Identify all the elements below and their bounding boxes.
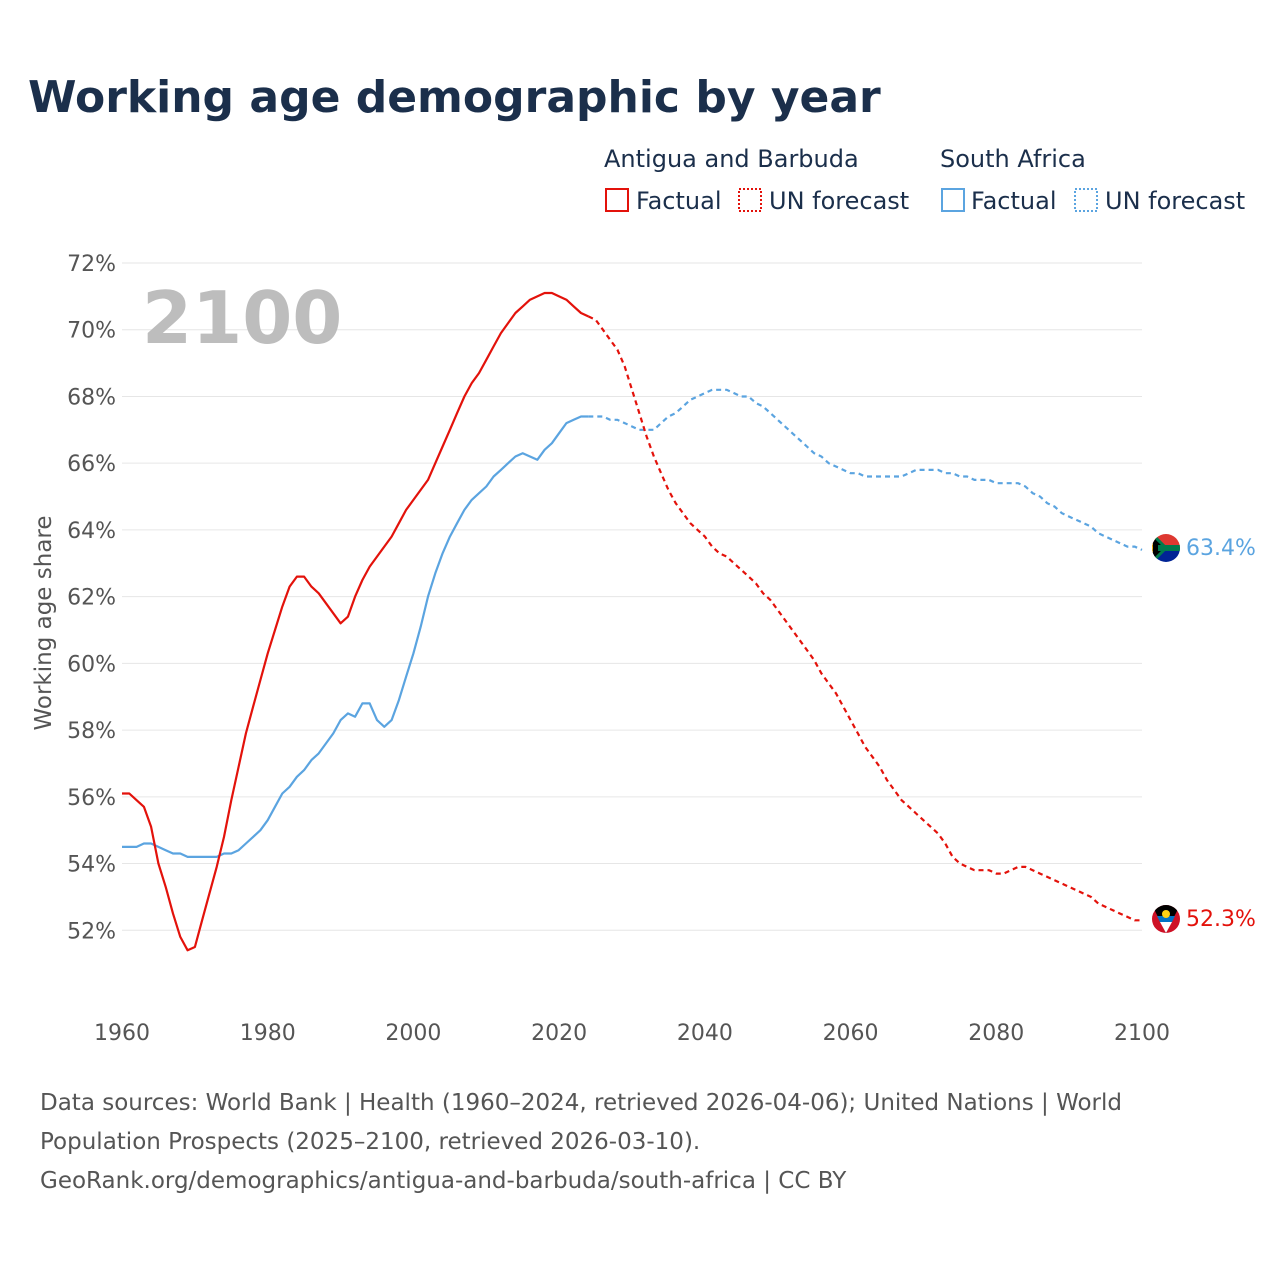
- antigua-end-label: 52.3%: [1186, 907, 1256, 932]
- x-tick-label: 2080: [968, 1021, 1024, 1046]
- x-tick-label: 2020: [531, 1021, 587, 1046]
- x-tick-label: 1960: [94, 1021, 150, 1046]
- footer: Data sources: World Bank | Health (1960–…: [40, 1084, 1250, 1201]
- legend-antigua-forecast-label: UN forecast: [769, 187, 909, 215]
- footer-sources-line-1: Data sources: World Bank | Health (1960–…: [40, 1090, 1122, 1116]
- footer-sources-line-2: Population Prospects (2025–2100, retriev…: [40, 1129, 701, 1155]
- south-africa-flag-icon: [1152, 534, 1180, 562]
- chart-title: Working age demographic by year: [28, 72, 881, 123]
- y-tick-label: 64%: [67, 519, 116, 544]
- south-africa-forecast-line: [588, 388, 1143, 551]
- antigua-factual-line: [122, 291, 589, 952]
- legend-antigua-forecast-swatch: [738, 188, 762, 212]
- antigua-forecast-line: [587, 315, 1142, 922]
- legend-antigua-factual-label: Factual: [636, 187, 722, 215]
- x-tick-label: 2040: [677, 1021, 733, 1046]
- south-africa-end-label: 63.4%: [1186, 536, 1256, 561]
- legend-south-africa-forecast-swatch: [1074, 188, 1098, 212]
- south-africa-factual-line: [122, 415, 589, 858]
- y-tick-label: 60%: [67, 652, 116, 677]
- y-tick-label: 70%: [67, 319, 116, 344]
- x-axis-ticks: 1960 1980 2000 2020 2040 2060 2080 2100: [94, 1021, 1170, 1046]
- y-tick-label: 52%: [67, 919, 116, 944]
- series-lines: [122, 291, 1143, 952]
- footer-attribution: GeoRank.org/demographics/antigua-and-bar…: [40, 1168, 847, 1194]
- x-tick-label: 2100: [1114, 1021, 1170, 1046]
- y-tick-label: 68%: [67, 385, 116, 410]
- legend-group-south-africa: South Africa: [940, 145, 1086, 173]
- y-tick-label: 58%: [67, 719, 116, 744]
- gridlines: [122, 262, 1142, 931]
- x-tick-label: 2000: [385, 1021, 441, 1046]
- legend-south-africa-forecast-label: UN forecast: [1105, 187, 1245, 215]
- y-tick-label: 66%: [67, 452, 116, 477]
- x-tick-label: 2060: [823, 1021, 879, 1046]
- legend-group-antigua: Antigua and Barbuda: [604, 145, 859, 173]
- legend-antigua-factual-swatch: [605, 188, 629, 212]
- y-tick-label: 72%: [67, 252, 116, 277]
- x-tick-label: 1980: [240, 1021, 296, 1046]
- y-tick-label: 62%: [67, 586, 116, 611]
- y-axis-ticks: 52% 54% 56% 58% 60% 62% 64% 66% 68% 70% 72%: [67, 252, 116, 944]
- legend: Antigua and Barbuda South Africa Factual…: [604, 145, 1245, 215]
- legend-south-africa-factual-swatch: [941, 188, 965, 212]
- y-axis-label: Working age share: [31, 515, 57, 730]
- y-tick-label: 54%: [67, 853, 116, 878]
- y-tick-label: 56%: [67, 786, 116, 811]
- antigua-flag-icon: [1152, 905, 1180, 933]
- year-watermark: 2100: [142, 276, 342, 360]
- legend-south-africa-factual-label: Factual: [971, 187, 1057, 215]
